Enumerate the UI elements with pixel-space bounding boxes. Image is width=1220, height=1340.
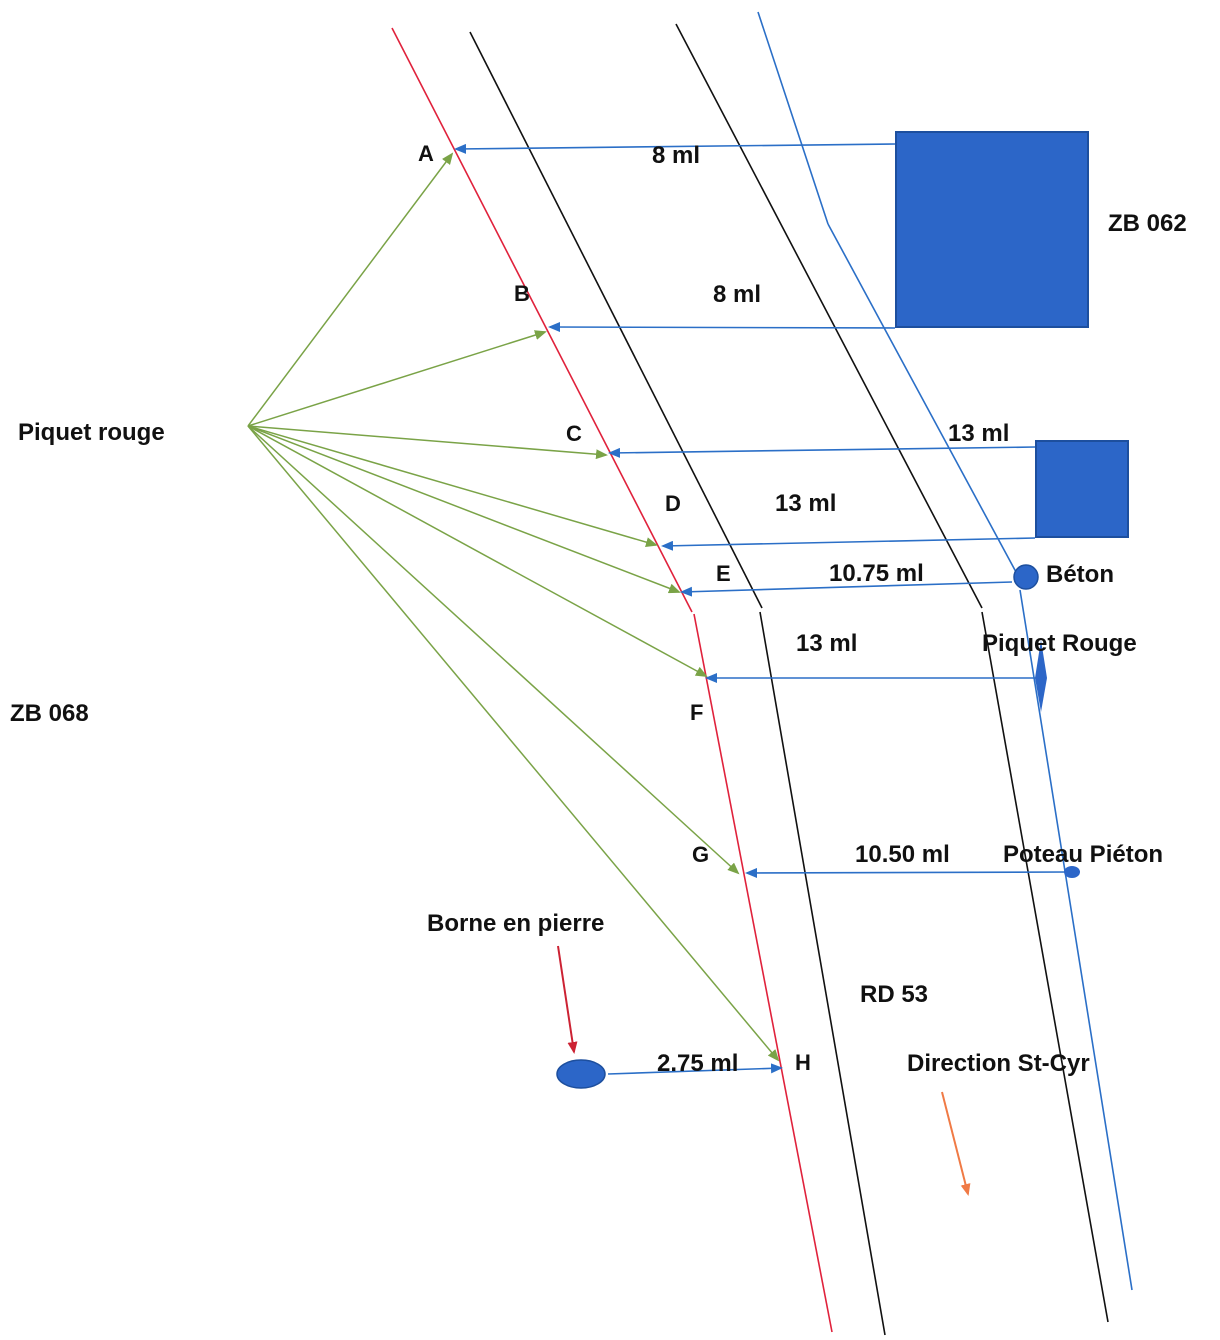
- borne-en-pierre-marker: [556, 1059, 606, 1089]
- direction-arrow: [941, 1091, 971, 1196]
- road-edge-left: [469, 31, 886, 1336]
- measurement-c: 13 ml: [948, 420, 1009, 447]
- point-d: D: [665, 491, 681, 516]
- measurement-g: 10.50 ml: [855, 841, 950, 868]
- green-arrow-b: [247, 330, 547, 427]
- measurement-h: 2.75 ml: [657, 1050, 738, 1077]
- green-arrow-g: [247, 425, 740, 875]
- label-zb-062: ZB 062: [1108, 210, 1187, 237]
- arrow-b: [548, 322, 896, 333]
- label-poteau-pieton: Poteau Piéton: [1003, 841, 1163, 868]
- building-zb-062: [895, 131, 1089, 328]
- arrow-e: [680, 581, 1013, 597]
- measurement-f: 13 ml: [796, 630, 857, 657]
- measurement-arrows: [454, 143, 1069, 1075]
- label-borne-en-pierre: Borne en pierre: [427, 910, 604, 937]
- green-arrow-f: [247, 425, 708, 677]
- arrow-g: [745, 867, 1069, 878]
- measurement-b: 8 ml: [713, 281, 761, 308]
- point-f: F: [690, 700, 703, 725]
- label-zb-068: ZB 068: [10, 700, 89, 727]
- poteau-pieton-marker: [1064, 866, 1080, 878]
- arrow-c: [608, 446, 1036, 458]
- point-c: C: [566, 421, 582, 446]
- measurement-a: 8 ml: [652, 142, 700, 169]
- green-arrow-d: [247, 425, 658, 547]
- building-small: [1035, 440, 1129, 538]
- green-arrow-e: [247, 425, 681, 594]
- arrow-h: [607, 1063, 783, 1075]
- arrow-d: [661, 537, 1036, 551]
- green-arrow-h: [247, 425, 780, 1062]
- borne-pointer-arrow: [557, 945, 578, 1054]
- point-b: B: [514, 281, 530, 306]
- property-line: [391, 27, 833, 1333]
- point-a: A: [418, 141, 434, 166]
- measurement-d: 13 ml: [775, 490, 836, 517]
- piquet-rouge-marker: [1035, 640, 1047, 712]
- label-piquet-rouge: Piquet rouge: [18, 419, 165, 446]
- arrow-a: [454, 143, 896, 154]
- label-piquet-rouge-2: Piquet Rouge: [982, 630, 1137, 657]
- label-beton: Béton: [1046, 561, 1114, 588]
- green-arrow-a: [247, 152, 454, 427]
- point-e: E: [716, 561, 731, 586]
- label-direction: Direction St-Cyr: [907, 1050, 1090, 1077]
- measurement-e: 10.75 ml: [829, 560, 924, 587]
- point-h: H: [795, 1050, 811, 1075]
- green-arrow-c: [247, 425, 608, 460]
- blue-boundary-line: [757, 11, 1133, 1291]
- beton-marker: [1013, 564, 1039, 590]
- point-g: G: [692, 842, 709, 867]
- label-rd-53: RD 53: [860, 981, 928, 1008]
- piquet-arrows: [247, 152, 780, 1062]
- road-edge-right: [675, 23, 1109, 1323]
